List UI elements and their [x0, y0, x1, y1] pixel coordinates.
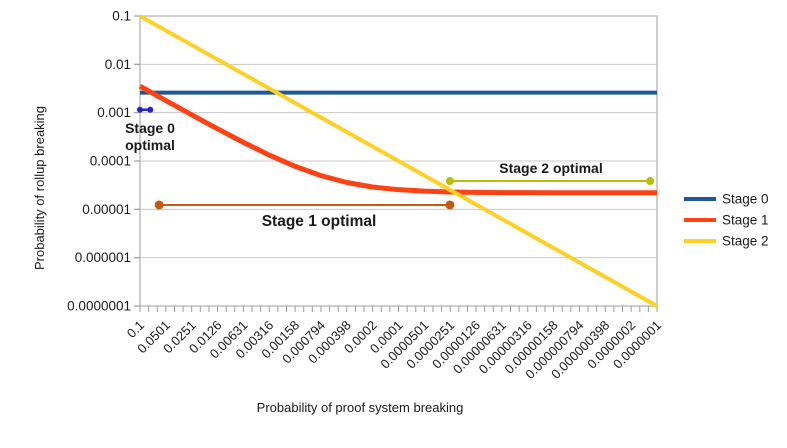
annotation-label: Stage 1 optimal: [262, 213, 377, 230]
series-line-stage-2: [139, 14, 658, 308]
annotation-label: Stage 0: [125, 120, 175, 136]
annotation-marker: [154, 200, 164, 210]
y-axis-title: Probability of rollup breaking: [32, 106, 47, 270]
annotation-stage-1-optimal: Stage 1 optimal: [154, 200, 455, 230]
annotation-label: optimal: [125, 137, 175, 153]
annotation-marker: [445, 177, 454, 186]
annotation-stage-2-optimal: Stage 2 optimal: [445, 160, 655, 186]
legend: Stage 0 Stage 1 Stage 2: [684, 192, 769, 249]
series-group: [138, 14, 658, 308]
legend-item-stage-2: Stage 2: [684, 234, 769, 249]
legend-item-stage-1: Stage 1: [684, 213, 769, 228]
legend-item-stage-0: Stage 0: [684, 192, 769, 207]
annotation-marker: [147, 106, 154, 113]
annotation-marker: [646, 177, 655, 186]
series-line-stage-1: [138, 84, 658, 196]
y-tick-label: 0.00001: [82, 202, 131, 217]
annotation-marker: [445, 200, 455, 210]
y-tick-label: 0.001: [97, 105, 131, 120]
y-tick-label: 0.0000001: [67, 299, 131, 314]
legend-label: Stage 2: [722, 234, 769, 249]
y-tick-label: 0.0001: [90, 154, 131, 169]
y-axis: 0.1 0.01 0.001 0.0001 0.00001 0.000001 0.00000…: [67, 9, 140, 314]
annotation-label: Stage 2 optimal: [499, 160, 602, 176]
y-tick-label: 0.01: [105, 57, 131, 72]
x-axis: 0.10.05010.02510.01260.006310.003160.001…: [124, 306, 664, 382]
annotation-marker: [137, 106, 143, 113]
x-axis-title: Probability of proof system breaking: [257, 400, 464, 415]
legend-label: Stage 1: [722, 213, 769, 228]
y-tick-label: 0.000001: [75, 250, 131, 265]
y-tick-label: 0.1: [112, 9, 131, 24]
legend-label: Stage 0: [722, 192, 769, 207]
